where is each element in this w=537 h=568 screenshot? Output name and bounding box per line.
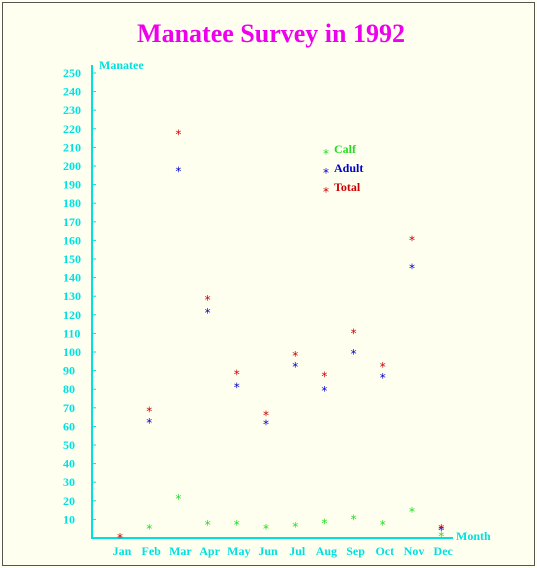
legend-marker-total: *: [323, 185, 329, 199]
point-total-feb: *: [146, 405, 152, 419]
x-tick-label: Sep: [346, 544, 365, 558]
y-tick-label: 100: [63, 345, 81, 359]
point-calf-may: *: [234, 518, 240, 532]
point-calf-mar: *: [175, 492, 181, 506]
y-tick-label: 210: [63, 140, 81, 154]
x-tick-label: Nov: [404, 544, 425, 558]
x-tick-label: May: [227, 544, 250, 558]
point-adult-sep: *: [351, 347, 357, 361]
point-calf-jun: *: [263, 522, 269, 536]
point-calf-apr: *: [205, 518, 211, 532]
y-tick-label: 160: [63, 233, 81, 247]
x-tick-labels: Jan Feb Mar Apr May Jun Jul Aug Sep Oct Nov Dec: [113, 544, 454, 558]
point-total-jun: *: [263, 408, 269, 422]
chart-title: Manatee Survey in 1992: [137, 19, 405, 48]
manatee-chart: Manatee Survey in 1992 10 20 30 40 50 60 70 80 9…: [63, 19, 491, 558]
point-adult-may: *: [234, 380, 240, 394]
y-tick-label: 180: [63, 196, 81, 210]
legend-label-calf: Calf: [334, 142, 357, 156]
y-tick-label: 190: [63, 178, 81, 192]
y-tick-label: 30: [63, 475, 75, 489]
point-total-dec: *: [438, 522, 444, 536]
point-total-sep: *: [351, 327, 357, 341]
x-tick-label: Jun: [258, 544, 278, 558]
x-tick-label: Aug: [316, 544, 337, 558]
point-adult-dec: *: [438, 524, 444, 538]
x-tick-label: Dec: [434, 544, 454, 558]
y-tick-label: 230: [63, 103, 81, 117]
point-adult-apr: *: [205, 306, 211, 320]
axes: [91, 65, 453, 539]
x-axis-label: Month: [456, 529, 491, 543]
x-tick-label: Oct: [375, 544, 394, 558]
x-tick-label: Jul: [289, 544, 306, 558]
x-tick-label: Mar: [169, 544, 192, 558]
y-tick-label: 110: [63, 326, 80, 340]
point-total-mar: *: [175, 128, 181, 142]
point-calf-oct: *: [380, 518, 386, 532]
point-total-apr: *: [205, 293, 211, 307]
y-tick-label: 60: [63, 419, 75, 433]
y-tick-label: 10: [63, 512, 75, 526]
point-calf-nov: *: [409, 505, 415, 519]
y-tick-label: 140: [63, 271, 81, 285]
point-total-may: *: [234, 367, 240, 381]
y-tick-label: 40: [63, 457, 75, 471]
point-total-oct: *: [380, 360, 386, 374]
y-axis-label: Manatee: [99, 58, 144, 72]
point-calf-dec: *: [438, 529, 444, 543]
point-adult-feb: *: [146, 416, 152, 430]
y-tick-label: 70: [63, 401, 75, 415]
legend: * Calf * Adult * Total: [323, 142, 363, 199]
point-total-aug: *: [321, 369, 327, 383]
point-calf-sep: *: [351, 513, 357, 527]
point-total-jul: *: [292, 349, 298, 363]
y-tick-label: 50: [63, 438, 75, 452]
x-tick-label: Feb: [142, 544, 162, 558]
legend-marker-adult: *: [323, 166, 329, 180]
y-tick-label: 90: [63, 364, 75, 378]
x-tick-label: Apr: [199, 544, 220, 558]
point-adult-oct: *: [380, 371, 386, 385]
point-calf-jul: *: [292, 520, 298, 534]
y-tick-label: 240: [63, 85, 81, 99]
legend-label-adult: Adult: [334, 161, 363, 175]
point-total-jan: *: [117, 531, 123, 545]
y-tick-label: 220: [63, 122, 81, 136]
point-adult-jun: *: [263, 418, 269, 432]
x-tick-label: Jan: [113, 544, 132, 558]
data-points: *** * * * * * **************************: [117, 128, 444, 546]
point-adult-mar: *: [175, 165, 181, 179]
point-calf-feb: *: [146, 522, 152, 536]
y-tick-label: 80: [63, 382, 75, 396]
y-tick-label: 170: [63, 215, 81, 229]
point-adult-jul: *: [292, 360, 298, 374]
legend-marker-calf: *: [323, 147, 329, 161]
y-tick-label: 200: [63, 159, 81, 173]
y-tick-label: 130: [63, 289, 81, 303]
point-total-nov: *: [409, 234, 415, 248]
y-tick-label: 120: [63, 308, 81, 322]
point-adult-aug: *: [321, 384, 327, 398]
point-adult-nov: *: [409, 261, 415, 275]
y-tick-label: 150: [63, 252, 81, 266]
y-tick-labels: 10 20 30 40 50 60 70 80 90 100 110 120 130 140 150 160 1…: [63, 66, 81, 526]
y-tick-label: 20: [63, 494, 75, 508]
legend-label-total: Total: [334, 180, 361, 194]
point-calf-aug: *: [321, 516, 327, 530]
y-tick-label: 250: [63, 66, 81, 80]
